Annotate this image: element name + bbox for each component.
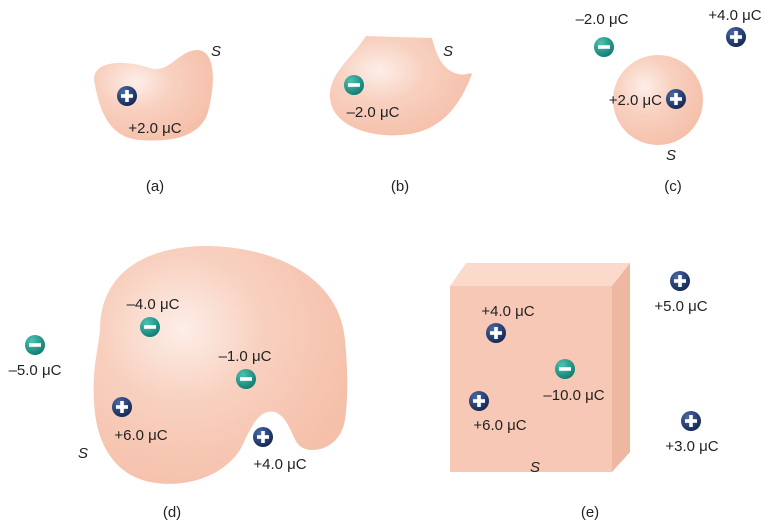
surface-label: S [530,459,540,476]
panel-caption: (c) [664,178,682,195]
surface-label: S [666,147,676,164]
panel-caption: (e) [581,504,599,521]
charge-label: –1.0 μC [219,348,272,365]
positive-charge-icon [726,27,746,47]
positive-charge-icon [486,323,506,343]
positive-charge-icon [469,391,489,411]
charge-label: +6.0 μC [114,427,167,444]
panel-e: +4.0 μC –10.0 μC +6.0 μC +5.0 μC +3.0 μC… [450,263,719,521]
negative-charge-icon [594,37,614,57]
charge-label: +2.0 μC [609,92,662,109]
charge-label: +4.0 μC [481,303,534,320]
charge-label: –2.0 μC [576,11,629,28]
positive-charge-icon [666,89,686,109]
positive-charge-icon [253,427,273,447]
charge-label: –2.0 μC [347,104,400,121]
surface-label: S [443,43,453,60]
negative-charge-icon [140,317,160,337]
panel-d: –4.0 μC –1.0 μC +6.0 μC +4.0 μC –5.0 μC … [9,245,348,521]
negative-charge-icon [344,75,364,95]
charge-label: +6.0 μC [473,417,526,434]
panel-caption: (d) [163,504,181,521]
panel-caption: (a) [146,178,164,195]
positive-charge-icon [112,397,132,417]
panel-caption: (b) [391,178,409,195]
gaussian-surface [93,245,348,484]
gaussian-surface-cube [450,263,630,472]
charge-label: +5.0 μC [654,298,707,315]
panel-b: –2.0 μC S (b) [329,36,472,195]
panel-a: +2.0 μC S (a) [94,43,221,195]
surface-label: S [78,445,88,462]
negative-charge-icon [25,335,45,355]
positive-charge-icon [670,271,690,291]
charge-label: +2.0 μC [128,120,181,137]
surface-label: S [211,43,221,60]
gaussian-surface [329,36,472,136]
negative-charge-icon [555,359,575,379]
panel-c: –2.0 μC +4.0 μC +2.0 μC S (c) [576,7,762,195]
charge-label: –4.0 μC [127,296,180,313]
charge-label: –5.0 μC [9,362,62,379]
charge-label: +4.0 μC [708,7,761,24]
charge-label: +4.0 μC [253,456,306,473]
positive-charge-icon [681,411,701,431]
charge-label: +3.0 μC [665,438,718,455]
positive-charge-icon [117,86,137,106]
charge-label: –10.0 μC [543,387,604,404]
gaussian-surface [613,55,703,145]
gaussian-surface [94,50,213,141]
negative-charge-icon [236,369,256,389]
